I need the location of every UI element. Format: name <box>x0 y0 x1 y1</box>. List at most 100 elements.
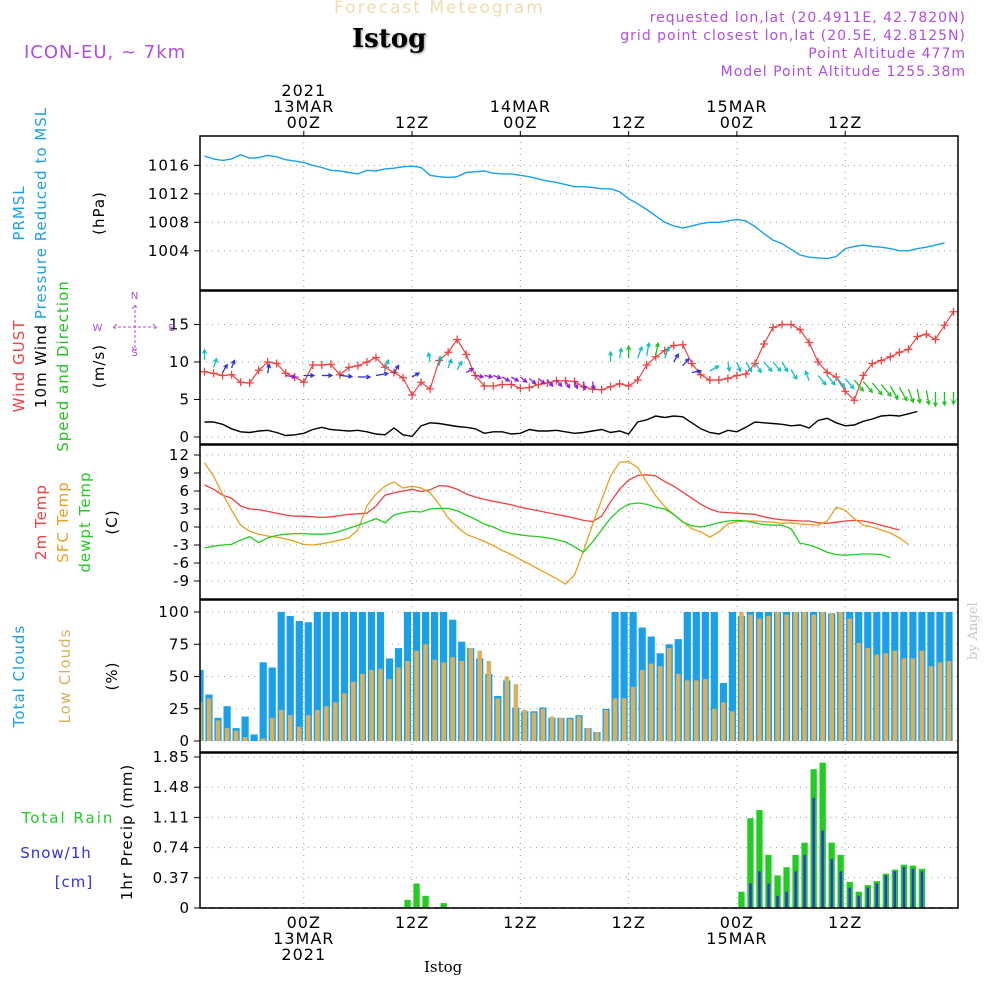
rain-bar <box>783 867 790 908</box>
gust-marker <box>516 384 525 393</box>
gust-marker <box>371 353 380 362</box>
gust-marker <box>687 359 696 368</box>
compass-w: W <box>93 323 104 334</box>
snow-bar <box>767 883 770 908</box>
low-cloud-bar <box>387 679 392 741</box>
bottom-time-label: 00Z <box>287 913 321 932</box>
gust-marker <box>904 345 913 354</box>
ytick-label: 1004 <box>148 242 190 260</box>
low-cloud-bar <box>585 728 591 741</box>
temp2m-label: 2m Temp <box>32 484 50 560</box>
gust-marker <box>732 371 741 380</box>
wind-arrow-head <box>573 384 579 390</box>
wind-arrow-head <box>202 348 207 354</box>
snow-bar <box>821 830 824 908</box>
low-cloud-bar <box>432 659 437 741</box>
gust-marker <box>236 378 245 387</box>
wind-arrow-head <box>291 374 297 380</box>
ytick-label: 1012 <box>148 185 190 203</box>
ytick-label: 3 <box>179 500 190 518</box>
total-cloud-bar <box>304 622 312 741</box>
ytick-label: 1.48 <box>153 778 190 796</box>
bottom-time-label: 12Z <box>611 913 645 932</box>
wind-direction-arrow <box>853 379 864 392</box>
low-cloud-bar <box>242 737 248 741</box>
total-cloud-bar <box>241 716 249 741</box>
wind-direction-arrow <box>618 348 622 359</box>
gust-marker <box>245 379 254 387</box>
ytick-label: 0.74 <box>153 839 190 857</box>
ytick-label: 0 <box>179 732 190 750</box>
bottom-time-label: 12Z <box>828 913 862 932</box>
wind-arrow-head <box>909 398 915 404</box>
low-cloud-bar <box>206 698 212 741</box>
wind-arrow-head <box>414 372 421 377</box>
wind-direction-arrow <box>646 343 650 357</box>
model-altitude: Model Point Altitude 1255.38m <box>720 64 966 80</box>
snow-label: Snow/1h <box>20 844 92 862</box>
ytick-label: 10 <box>169 353 190 371</box>
wind-line <box>204 410 918 438</box>
ytick-label: -3 <box>173 536 190 554</box>
rain-bar <box>413 883 420 908</box>
top-time-label: 12Z <box>828 113 862 132</box>
gust-marker <box>335 370 344 379</box>
gust-marker <box>741 370 750 378</box>
wind-direction-arrow <box>754 361 762 373</box>
gust-marker <box>886 352 895 361</box>
wind-arrow-head <box>638 345 644 351</box>
total-cloud-bar <box>322 612 330 741</box>
total-cloud-bar <box>340 612 348 741</box>
gust-marker <box>714 376 723 384</box>
wind-arrow-head <box>714 365 720 370</box>
total-cloud-bar <box>286 615 294 741</box>
top-time-label: 00Z <box>503 113 537 132</box>
pressure-unit: (hPa) <box>90 191 108 235</box>
wind-10m-label: 10m Wind <box>32 324 50 408</box>
gust-marker <box>949 307 958 316</box>
total-cloud-bar <box>701 612 709 741</box>
low-cloud-bar <box>306 715 311 741</box>
ytick-label: 0 <box>179 428 190 446</box>
total-cloud-bar <box>259 662 267 741</box>
low-cloud-bar <box>288 715 293 741</box>
ytick-label: 9 <box>179 464 190 482</box>
gust-marker <box>417 378 426 387</box>
low-cloud-bar <box>820 612 825 741</box>
gust-marker <box>444 348 453 357</box>
low-cloud-bar <box>648 663 654 741</box>
compass-e: E <box>168 323 175 334</box>
wind-arrow-head <box>479 373 485 379</box>
low-cloud-bar <box>892 650 898 741</box>
wind-arrow-head <box>488 373 494 379</box>
wind-direction-arrow <box>916 388 921 403</box>
wind-arrow-head <box>804 370 810 376</box>
low-cloud-bar <box>396 667 401 741</box>
gust-marker <box>561 376 570 385</box>
gust-marker <box>453 335 462 344</box>
rain-bar <box>747 818 754 908</box>
wind-arrow-head <box>230 359 236 365</box>
snow-bar <box>830 859 833 908</box>
snow-bar <box>866 887 869 908</box>
top-time-label: 13MAR <box>273 97 334 116</box>
wind-arrow-head <box>522 378 528 383</box>
low-cloud-bar <box>639 670 645 741</box>
wind-arrow-head <box>608 350 614 356</box>
wind-arrow-head <box>514 377 520 382</box>
wind-direction-arrow <box>655 343 659 357</box>
low-cloud-bar <box>630 686 636 741</box>
total-cloud-bar <box>277 612 285 741</box>
top-time-label: 00Z <box>287 113 321 132</box>
low-cloud-bar <box>612 698 618 741</box>
gust-marker <box>678 340 687 349</box>
snow-bar <box>803 854 806 908</box>
wind-arrow-head <box>951 400 956 406</box>
low-cloud-bar <box>522 710 528 741</box>
wind-arrow-head <box>557 382 563 388</box>
wind-arrow-head <box>821 380 827 386</box>
gust-marker <box>850 396 859 405</box>
wind-arrow-head <box>941 401 947 407</box>
compass-n: N <box>131 291 139 302</box>
low-cloud-bar <box>369 670 374 741</box>
